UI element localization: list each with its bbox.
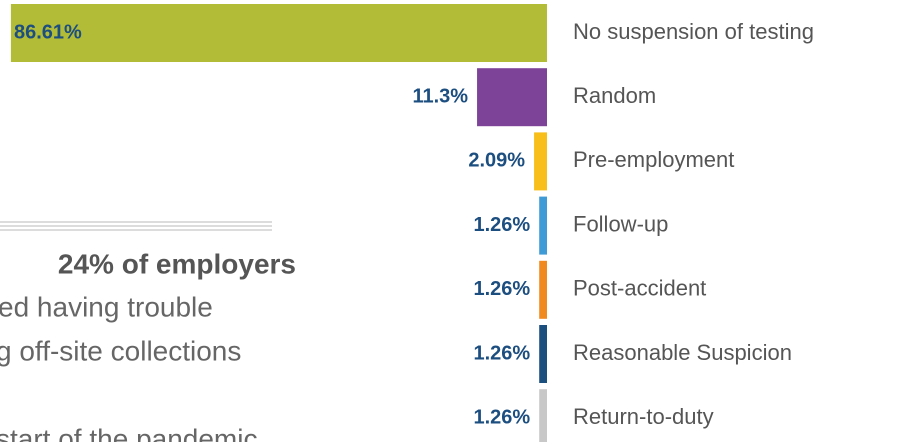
value-label: 1.26% [473, 278, 530, 300]
value-label: 1.26% [473, 406, 530, 428]
category-label: No suspension of testing [573, 19, 814, 44]
bar [539, 389, 547, 442]
value-label: 86.61% [14, 21, 82, 43]
bar [10, 4, 548, 62]
category-label: Post-accident [573, 276, 706, 301]
category-label: Random [573, 83, 656, 108]
annotation-line: g off-site collections [0, 335, 241, 366]
value-label: 1.26% [473, 342, 530, 364]
bar [539, 196, 547, 255]
bar [534, 132, 547, 191]
annotation-headline: 24% of employers [58, 248, 296, 279]
category-label: Pre-employment [573, 147, 734, 172]
annotation-line: ed having trouble [0, 291, 213, 322]
category-label: Return-to-duty [573, 404, 714, 429]
value-label: 2.09% [468, 150, 525, 172]
bar [539, 260, 547, 319]
category-label: Follow-up [573, 211, 668, 236]
bar [477, 68, 547, 127]
bar [539, 325, 547, 383]
category-label: Reasonable Suspicion [573, 340, 792, 365]
annotation-line: start of the pandemic [0, 423, 257, 442]
value-label: 1.26% [473, 214, 530, 236]
value-label: 11.3% [412, 85, 468, 107]
